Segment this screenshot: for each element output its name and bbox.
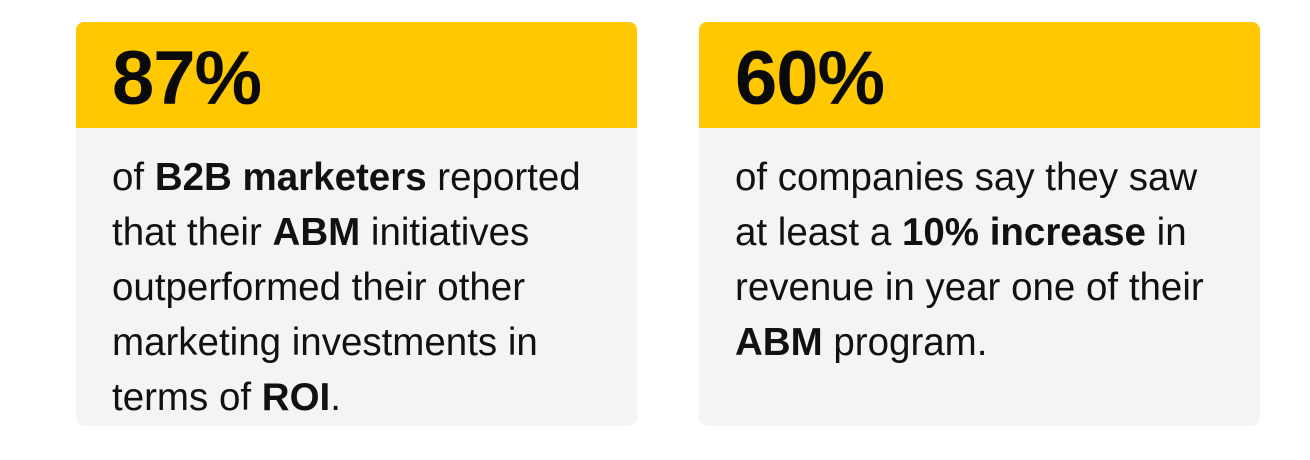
stat-text: in revenue in year one of their xyxy=(735,211,1204,309)
stat-card-header: 60% xyxy=(699,22,1260,128)
stat-text: program. xyxy=(822,321,988,364)
stat-description: of companies say they saw at least a 10%… xyxy=(699,128,1260,370)
stat-text: . xyxy=(330,376,341,419)
stat-value: 60% xyxy=(735,36,885,121)
stat-text: of companies say they saw at least a xyxy=(735,156,1198,254)
stat-value: 87% xyxy=(112,36,262,121)
stat-highlight: 10% increase xyxy=(901,211,1146,254)
stat-highlight: ABM xyxy=(272,211,361,254)
stat-text: of xyxy=(112,156,155,199)
stat-text: reported that their xyxy=(112,156,581,254)
stat-highlight: ABM xyxy=(735,321,823,364)
stat-card-abm-roi: 87% of B2B marketers reported that their… xyxy=(76,22,637,426)
stat-text: initiatives outperformed their other mar… xyxy=(112,211,538,419)
stat-highlight: B2B marketers xyxy=(154,156,427,199)
stat-card-header: 87% xyxy=(76,22,637,128)
stat-description: of B2B marketers reported that their ABM… xyxy=(76,128,637,425)
stat-card-revenue-increase: 60% of companies say they saw at least a… xyxy=(699,22,1260,426)
stat-highlight: ROI xyxy=(261,376,331,419)
